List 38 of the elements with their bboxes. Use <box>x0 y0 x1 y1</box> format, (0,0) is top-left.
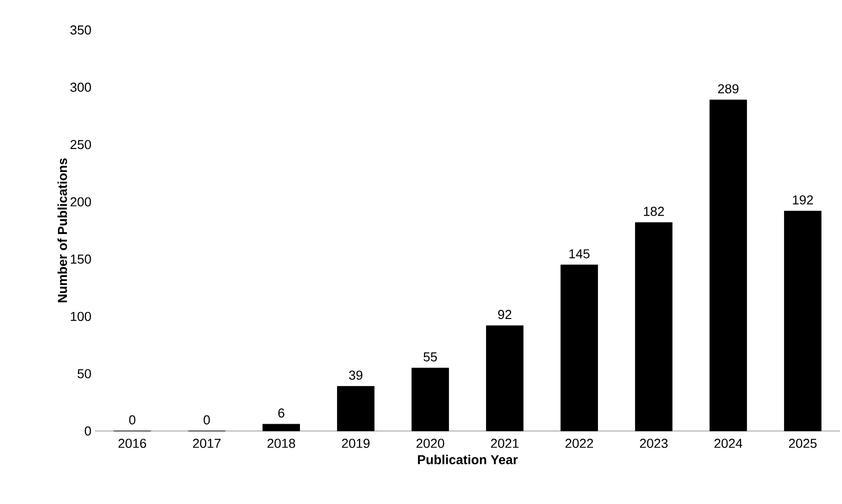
data-label: 182 <box>644 206 664 216</box>
y-tick-label: 300 <box>70 82 91 92</box>
x-tick-label: 2017 <box>193 438 220 448</box>
bar <box>262 424 300 432</box>
y-tick-label: 0 <box>84 426 91 436</box>
y-tick-label: 200 <box>70 197 91 206</box>
x-tick-label: 2022 <box>566 438 593 448</box>
x-tick-label: 2023 <box>640 438 668 448</box>
bar <box>710 100 747 432</box>
x-tick-label: 2018 <box>268 438 296 448</box>
x-tick-label: 2019 <box>342 438 370 448</box>
bar <box>412 368 449 432</box>
bar <box>486 325 524 432</box>
x-tick-label: 2025 <box>789 438 817 448</box>
data-label: 289 <box>718 84 738 94</box>
x-tick-label: 2024 <box>714 438 742 448</box>
y-axis-title: Number of Publications <box>58 158 68 302</box>
y-tick-label: 100 <box>70 312 91 321</box>
data-label: 92 <box>498 310 512 320</box>
x-tick-label: 2020 <box>416 438 444 448</box>
x-axis-title: Publication Year <box>418 454 518 464</box>
bar <box>635 222 672 432</box>
x-tick-label: 2021 <box>491 438 519 448</box>
data-label: 0 <box>129 415 136 424</box>
data-label: 6 <box>278 408 284 418</box>
y-tick-label: 50 <box>78 369 91 378</box>
y-tick-label: 250 <box>70 140 91 150</box>
bar <box>784 210 822 432</box>
y-tick-label: 150 <box>70 254 91 264</box>
x-tick-label: 2016 <box>118 438 146 448</box>
data-label: 145 <box>569 249 590 258</box>
data-label: 192 <box>792 195 813 204</box>
data-label: 0 <box>204 415 210 424</box>
y-tick-label: 350 <box>70 25 91 35</box>
bar <box>560 264 598 432</box>
data-label: 39 <box>349 370 362 380</box>
data-label: 55 <box>424 352 437 362</box>
bar <box>337 386 374 432</box>
